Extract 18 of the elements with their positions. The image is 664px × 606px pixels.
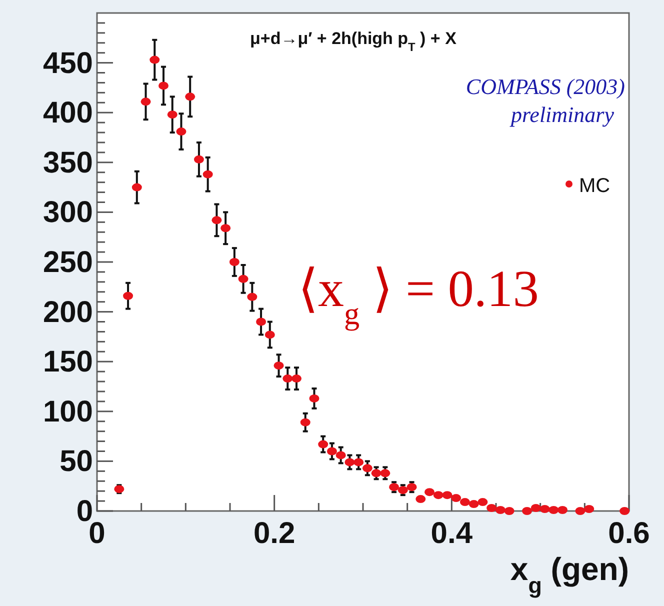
y-tick-label: 400 <box>42 96 93 130</box>
annotation: μ+d→μ′ + 2h(high p$_{T}$) + X <box>250 29 458 54</box>
y-tick-label: 50 <box>60 445 93 478</box>
y-tick-label: 100 <box>42 395 93 428</box>
y-tick-label: 250 <box>42 246 93 279</box>
x-axis-title: x$_{g}$ (gen) <box>510 551 629 598</box>
annotation: ⟨x$_{g}$⟩ = 0.13 <box>298 261 539 330</box>
y-tick-label: 300 <box>42 196 93 230</box>
legend-label: MC <box>579 175 610 197</box>
y-tick-label: 450 <box>42 46 93 80</box>
x-tick-label: 0.4 <box>430 517 473 550</box>
x-tick-label: 0.2 <box>253 517 296 550</box>
x-tick-label: 0.6 <box>608 517 650 550</box>
annotation: COMPASS (2003) <box>466 74 625 99</box>
annotation: preliminary <box>508 102 614 127</box>
y-tick-label: 200 <box>42 296 93 329</box>
y-tick-label: 150 <box>42 346 93 379</box>
y-tick-label: 350 <box>42 146 93 180</box>
